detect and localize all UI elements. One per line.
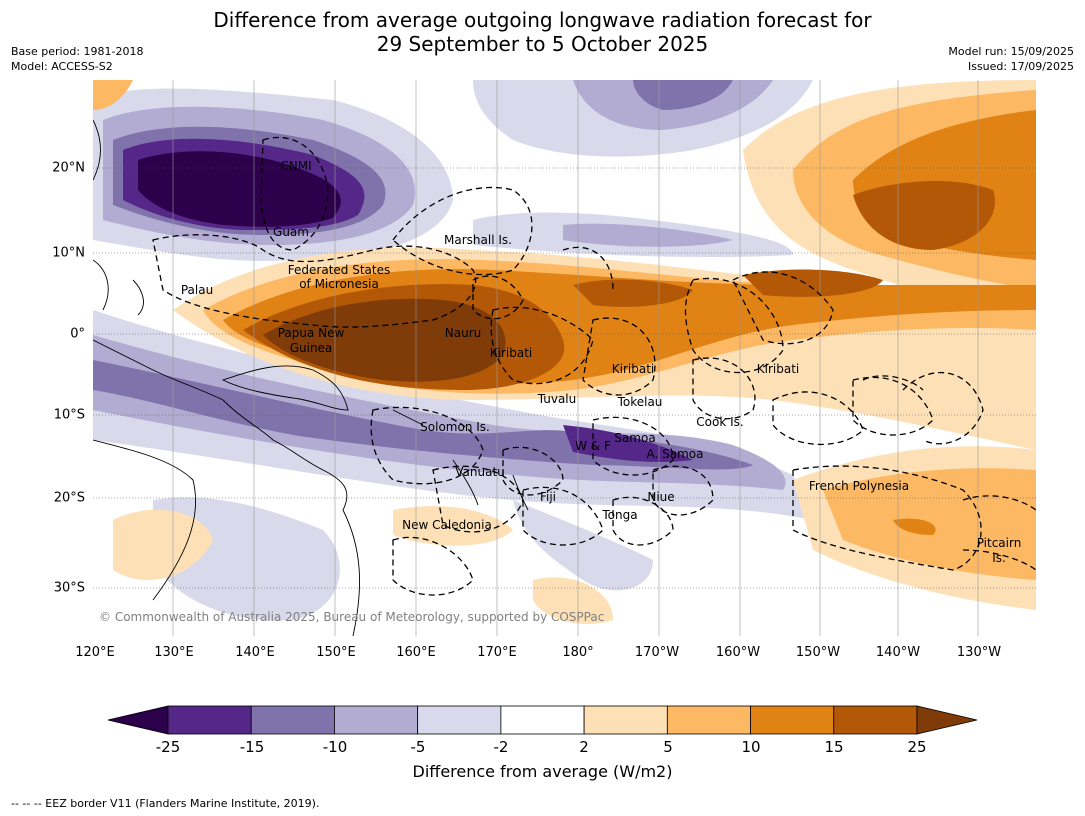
label-new-caledonia: New Caledonia	[402, 518, 492, 532]
label-tuvalu: Tuvalu	[537, 392, 577, 406]
y-tick-10n: 10°N	[52, 245, 85, 261]
label-solomon: Solomon Is.	[420, 420, 490, 434]
cb-label-4: -2	[493, 738, 509, 756]
eez-borders	[152, 136, 1036, 596]
pos-eq-blob2	[743, 269, 883, 297]
model-name: Model: ACCESS-S2	[11, 60, 113, 73]
pos-s1	[113, 509, 213, 580]
chart-title: Difference from average outgoing longwav…	[0, 8, 1085, 56]
pos-eq-blob1	[573, 279, 693, 307]
base-period: Base period: 1981-2018	[11, 45, 144, 58]
neg-mid-purple2	[563, 223, 733, 247]
colorbar-bin	[833, 705, 918, 735]
label-wallis-futuna: W & F	[575, 439, 611, 453]
x-tick-140e: 140°E	[235, 645, 275, 660]
lat-lines	[93, 167, 1036, 589]
footnote: -- -- -- EEZ border V11 (Flanders Marine…	[11, 797, 320, 810]
colorbar-bin	[583, 705, 668, 735]
label-nauru: Nauru	[444, 326, 482, 340]
label-french-polynesia: French Polynesia	[808, 479, 910, 493]
x-tick-140w: 140°W	[875, 645, 921, 660]
title-line-1: Difference from average outgoing longwav…	[213, 8, 872, 32]
x-tick-150w: 150°W	[795, 645, 841, 660]
map-panel: CNMI Guam Marshall Is. Federated States …	[93, 80, 1036, 636]
cb-label-7: 10	[741, 738, 761, 756]
copyright-notice: © Commonwealth of Australia 2025, Bureau…	[99, 610, 605, 624]
label-pitcairn-2: Is.	[992, 551, 1006, 565]
label-vanuatu: Vanuatu	[455, 465, 505, 479]
label-fiji: Fiji	[539, 490, 557, 504]
y-tick-10s: 10°S	[53, 407, 85, 423]
pos-nw	[93, 80, 133, 110]
label-png-1: Papua New	[277, 326, 345, 340]
cb-label-1: -15	[239, 738, 265, 756]
label-pitcairn-1: Pitcairn	[976, 536, 1022, 550]
y-tick-0: 0°	[70, 326, 85, 342]
coastlines	[93, 119, 529, 636]
label-tonga: Tonga	[602, 508, 638, 522]
anomaly-field	[93, 80, 1036, 636]
label-cook-islands: Cook Is.	[696, 415, 744, 429]
label-png-2: Guinea	[289, 341, 333, 355]
colorbar-extend-high	[916, 705, 978, 735]
cb-label-3: -5	[410, 738, 426, 756]
x-tick-170e: 170°E	[477, 645, 517, 660]
label-palau: Palau	[180, 283, 214, 297]
meta-right: Model run: 15/09/2025 Issued: 17/09/2025	[948, 44, 1074, 74]
neg-south2	[513, 500, 653, 591]
x-tick-160e: 160°E	[396, 645, 436, 660]
neg-upper-center3	[633, 80, 733, 110]
colorbar-bin	[417, 705, 502, 735]
model-run: Model run: 15/09/2025	[948, 45, 1074, 58]
colorbar-bin	[666, 705, 751, 735]
cb-label-0: -25	[155, 738, 181, 756]
label-tokelau: Tokelau	[617, 395, 663, 409]
gridlines	[172, 80, 979, 636]
label-fsm-1: Federated States	[287, 263, 391, 277]
colorbar-title: Difference from average (W/m2)	[412, 762, 673, 781]
label-kiribati-east: Kiribati	[756, 362, 800, 376]
x-tick-160w: 160°W	[715, 645, 761, 660]
x-tick-170w: 170°W	[634, 645, 680, 660]
label-marshall: Marshall Is.	[444, 233, 512, 247]
label-kiribati-central: Kiribati	[611, 362, 655, 376]
colorbar-bin	[334, 705, 419, 735]
neg-samoa	[563, 425, 693, 463]
y-tick-30s: 30°S	[53, 580, 85, 596]
title-line-2: 29 September to 5 October 2025	[376, 32, 709, 56]
label-guam: Guam	[273, 225, 309, 239]
neg-north5	[138, 151, 341, 227]
x-tick-130e: 130°E	[154, 645, 194, 660]
label-niue: Niue	[647, 490, 675, 504]
colorbar-bin	[250, 705, 335, 735]
cb-label-5: 2	[579, 738, 589, 756]
colorbar-bin	[500, 705, 585, 735]
y-tick-20s: 20°S	[53, 490, 85, 506]
label-kiribati-west: Kiribati	[489, 346, 533, 360]
label-cnmi: CNMI	[280, 159, 312, 173]
x-tick-120e: 120°E	[75, 645, 115, 660]
cb-label-2: -10	[322, 738, 348, 756]
pos-s2	[393, 506, 513, 546]
cb-label-6: 5	[663, 738, 673, 756]
issued-date: Issued: 17/09/2025	[967, 60, 1074, 73]
cb-label-8: 15	[824, 738, 844, 756]
x-tick-130w: 130°W	[956, 645, 1002, 660]
colorbar-bin	[750, 705, 835, 735]
pos-ne4	[853, 180, 995, 250]
pos-eq5	[263, 298, 506, 382]
label-fsm-2: of Micronesia	[299, 277, 379, 291]
label-samoa: Samoa	[614, 431, 656, 445]
cb-label-9: 25	[907, 738, 927, 756]
meta-left: Base period: 1981-2018 Model: ACCESS-S2	[11, 44, 143, 74]
pos-s3	[533, 577, 613, 624]
x-tick-180: 180°	[562, 645, 594, 660]
label-american-samoa: A. Samoa	[646, 447, 704, 461]
colorbar-extend-low	[107, 705, 169, 735]
x-tick-150e: 150°E	[316, 645, 356, 660]
y-tick-20n: 20°N	[52, 160, 85, 176]
colorbar	[107, 705, 978, 735]
pos-se3	[893, 518, 936, 535]
colorbar-bin	[167, 705, 252, 735]
